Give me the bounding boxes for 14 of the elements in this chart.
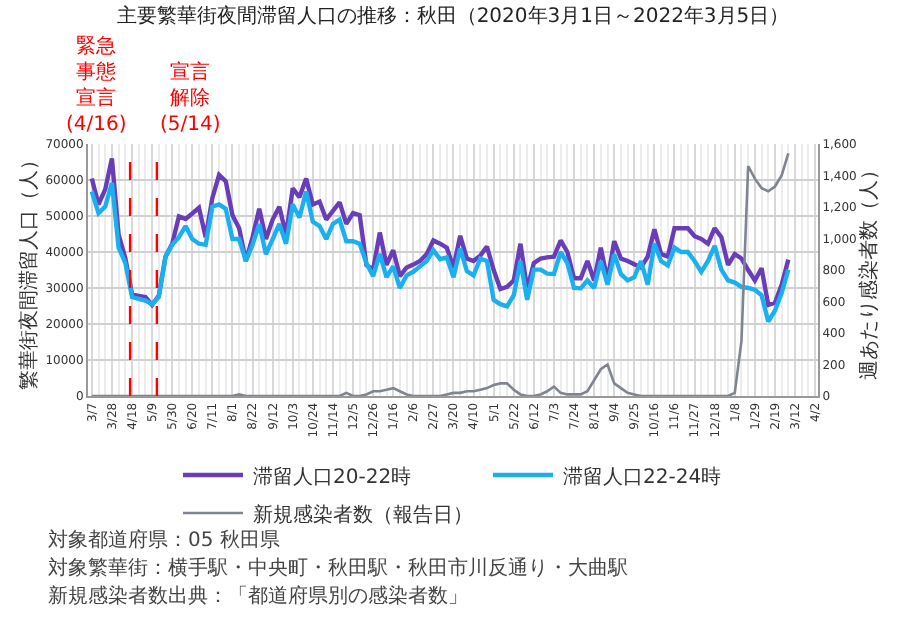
line-series [89, 180, 791, 324]
line-series [90, 152, 790, 396]
ref-line-label: 宣言解除(5/14) [160, 60, 221, 136]
legend-label: 滞留人口22-24時 [563, 464, 722, 489]
chart-title: 主要繁華街夜間滞留人口の推移：秋田（2020年3月1日～2022年3月5日） [116, 4, 790, 28]
line-series [89, 156, 791, 308]
ref-line-label: 緊急事態宣言(4/16) [66, 34, 127, 136]
text: 対象繁華街：横手駅・中央町・秋田駅・秋田市川反通り・大曲駅 [48, 556, 628, 580]
text: 対象都道府県：05 秋田県 [48, 528, 280, 552]
y2-axis-title: 週あたり感染者数（人） [857, 160, 882, 380]
legend-label: 滞留人口20-22時 [253, 464, 412, 489]
text: 新規感染者数出典：「都道府県別の感染者数」 [48, 584, 468, 608]
legend-label: 新規感染者数（報告日） [253, 502, 473, 527]
y-axis-title: 繁華街夜間滞留人口（人） [17, 150, 42, 390]
